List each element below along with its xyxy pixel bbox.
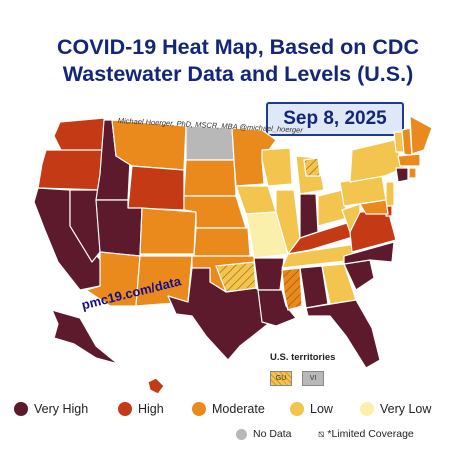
- title-line-1: COVID-19 Heat Map, Based on CDC: [57, 35, 419, 59]
- moderate-swatch: [192, 402, 206, 416]
- state-ny[interactable]: [349, 139, 405, 183]
- hatch-icon: ⧅: [318, 428, 325, 440]
- state-co[interactable]: [139, 207, 197, 255]
- territories-title: U.S. territories: [270, 352, 336, 363]
- state-in[interactable]: [299, 193, 319, 239]
- state-ia[interactable]: [235, 185, 277, 215]
- hatch-mi-upper: [303, 157, 321, 177]
- state-nd[interactable]: [185, 125, 235, 161]
- low-swatch: [290, 402, 304, 416]
- very-low-swatch: [360, 402, 374, 416]
- legend-label: High: [138, 402, 164, 416]
- state-ma[interactable]: [397, 153, 421, 167]
- state-mo[interactable]: [245, 211, 289, 259]
- state-me[interactable]: [409, 115, 433, 155]
- legend-label: No Data: [253, 428, 292, 440]
- legend-very-low: Very Low: [360, 402, 431, 416]
- legend-label: Very Low: [380, 402, 432, 416]
- legend-label: *Limited Coverage: [327, 428, 414, 440]
- state-ct[interactable]: [395, 167, 409, 183]
- state-hi[interactable]: [147, 377, 165, 395]
- legend-low: Low: [290, 402, 333, 416]
- state-la[interactable]: [257, 289, 297, 327]
- state-ks[interactable]: [193, 227, 251, 257]
- state-ak[interactable]: [51, 309, 119, 365]
- legend-very-high: Very High: [14, 402, 88, 416]
- state-fl[interactable]: [305, 299, 381, 369]
- date-badge: Sep 8, 2025: [266, 102, 404, 136]
- map-title: COVID-19 Heat Map, Based on CDC Wastewat…: [0, 34, 476, 88]
- state-ut[interactable]: [95, 199, 143, 257]
- state-va[interactable]: [349, 209, 397, 253]
- legend-label: Low: [310, 402, 333, 416]
- state-mn[interactable]: [231, 127, 277, 187]
- title-line-2: Wastewater Data and Levels (U.S.): [62, 62, 414, 86]
- very-high-swatch: [14, 402, 28, 416]
- high-swatch: [118, 402, 132, 416]
- state-sd[interactable]: [183, 159, 237, 197]
- state-ar[interactable]: [253, 257, 285, 291]
- state-wi[interactable]: [261, 147, 293, 187]
- territory-gu: GU: [270, 371, 292, 386]
- legend-high: High: [118, 402, 164, 416]
- legend-limited: ⧅ *Limited Coverage: [318, 428, 414, 440]
- state-wa[interactable]: [53, 117, 109, 153]
- state-nj[interactable]: [385, 181, 395, 207]
- state-or[interactable]: [37, 149, 109, 191]
- state-md[interactable]: [359, 199, 389, 215]
- no-data-swatch: [236, 428, 247, 440]
- state-wy[interactable]: [127, 165, 185, 211]
- state-ri[interactable]: [408, 167, 417, 179]
- legend-label: Moderate: [212, 402, 265, 416]
- hatch-ms: [281, 267, 303, 311]
- legend-moderate: Moderate: [192, 402, 265, 416]
- territory-vi: VI: [302, 371, 324, 386]
- legend-label: Very High: [34, 402, 89, 416]
- hatch-ok-south: [215, 261, 257, 293]
- legend-no-data: No Data: [236, 428, 292, 440]
- state-nc[interactable]: [343, 241, 395, 265]
